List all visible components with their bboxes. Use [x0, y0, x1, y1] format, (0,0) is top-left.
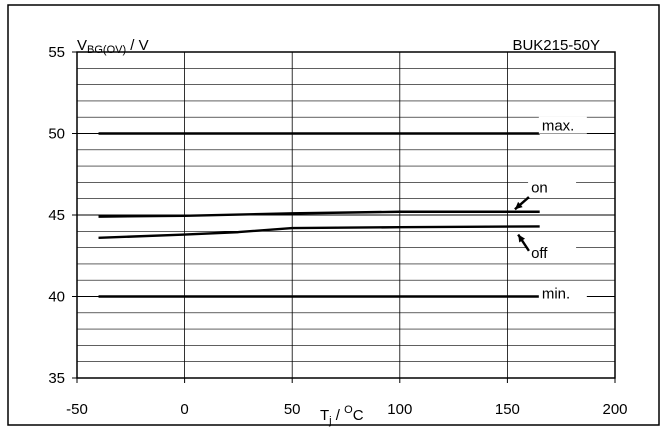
series-label-bg — [528, 243, 577, 261]
tick-labels: -50 0 50 100 150 200 35 40 45 50 55 — [48, 44, 627, 418]
x-tick-label: 200 — [602, 401, 627, 418]
x-axis-label-mid: / — [332, 407, 345, 424]
y-axis-label: VBG(OV) / V — [77, 37, 149, 56]
x-axis-label-sub: j — [328, 415, 331, 427]
x-tick-label: 100 — [387, 401, 412, 418]
x-tick-label: 50 — [284, 401, 301, 418]
series-label-on: on — [531, 180, 548, 197]
x-tick-label: 0 — [180, 401, 188, 418]
y-tick-label: 35 — [48, 370, 65, 387]
y-axis-label-unit: / V — [126, 37, 149, 54]
chart-title: BUK215-50Y — [512, 37, 600, 54]
x-axis-label-main: T — [320, 407, 329, 424]
series-layer — [98, 132, 540, 298]
series-label-bg — [528, 178, 577, 196]
x-tick-label: 150 — [495, 401, 520, 418]
y-axis-label-sub: BG(OV) — [87, 44, 126, 56]
x-axis-label-unit: C — [353, 407, 364, 424]
pointer-arrowhead — [518, 234, 526, 243]
series-labels: max. on off min. — [514, 116, 587, 303]
series-label-max: max. — [542, 118, 575, 135]
y-axis-label-main: V — [77, 37, 87, 54]
x-axis-label-sup: O — [344, 404, 353, 416]
x-axis-label: Tj / OC — [320, 404, 364, 427]
series-line-off — [98, 225, 540, 240]
y-tick-label: 50 — [48, 126, 65, 143]
y-tick-label: 40 — [48, 289, 65, 306]
series-label-bg — [538, 116, 587, 134]
y-tick-label: 55 — [48, 44, 65, 61]
pointer-arrowhead — [514, 201, 523, 210]
series-label-off: off — [531, 245, 548, 262]
x-tick-label: -50 — [66, 401, 88, 418]
y-tick-label: 45 — [48, 207, 65, 224]
series-line-on — [98, 210, 540, 218]
series-label-min: min. — [542, 286, 570, 303]
series-label-bg — [538, 284, 587, 302]
